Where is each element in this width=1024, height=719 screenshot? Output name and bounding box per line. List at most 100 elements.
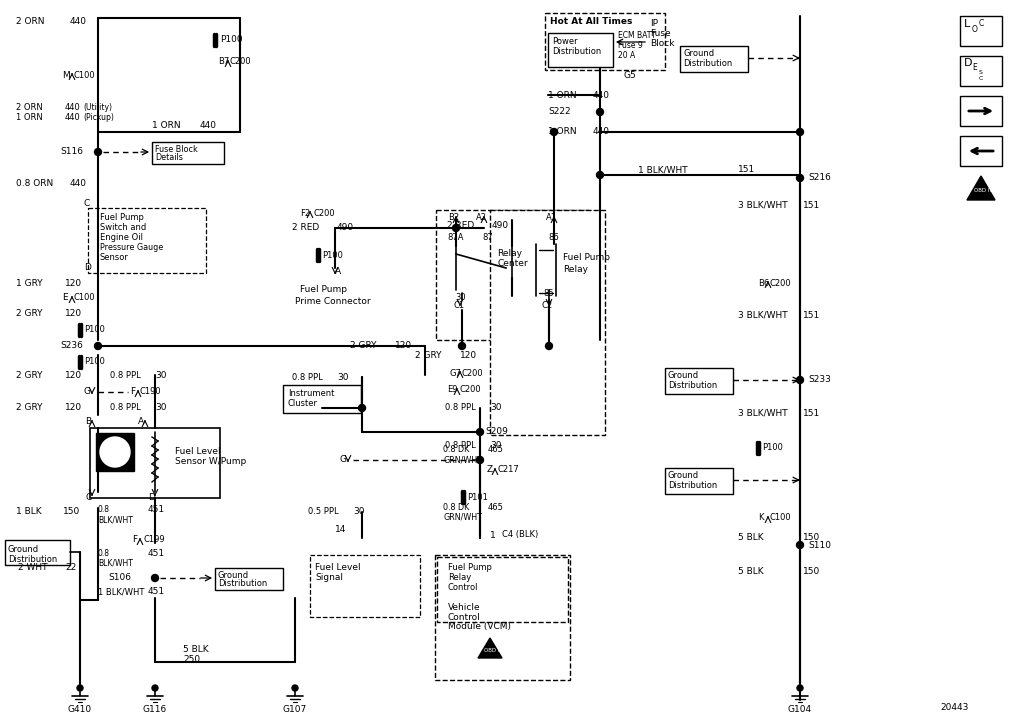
Text: Details: Details xyxy=(155,153,183,162)
Circle shape xyxy=(152,685,158,691)
Text: Pressure Gauge: Pressure Gauge xyxy=(100,244,163,252)
Text: BLK/WHT: BLK/WHT xyxy=(98,516,133,524)
Text: 440: 440 xyxy=(65,104,81,112)
Text: 120: 120 xyxy=(395,342,412,350)
Text: 0.8 PPL: 0.8 PPL xyxy=(445,441,476,449)
Bar xyxy=(152,142,224,164)
Bar xyxy=(435,555,570,680)
Text: 0.8 PPL: 0.8 PPL xyxy=(292,372,323,382)
Text: G116: G116 xyxy=(143,705,167,715)
Text: Power: Power xyxy=(552,37,578,47)
Text: Distribution: Distribution xyxy=(683,58,732,68)
Text: 2 RED: 2 RED xyxy=(292,224,319,232)
Text: 150: 150 xyxy=(803,533,820,543)
Text: A1: A1 xyxy=(546,214,557,222)
Text: C: C xyxy=(979,76,983,81)
Text: 3 BLK/WHT: 3 BLK/WHT xyxy=(738,201,787,209)
Text: G104: G104 xyxy=(787,705,812,715)
Text: 30: 30 xyxy=(155,403,167,413)
Text: G: G xyxy=(84,388,91,396)
Text: 440: 440 xyxy=(65,114,81,122)
Text: Vehicle: Vehicle xyxy=(449,603,480,611)
Text: Distribution: Distribution xyxy=(552,47,601,57)
Text: 5 BLK: 5 BLK xyxy=(738,533,764,543)
Bar xyxy=(665,368,733,394)
Text: 440: 440 xyxy=(593,127,610,137)
Text: S106: S106 xyxy=(108,574,131,582)
Bar xyxy=(96,433,134,471)
Text: 440: 440 xyxy=(593,91,610,99)
Text: 30: 30 xyxy=(353,508,365,516)
Text: M: M xyxy=(62,70,70,80)
Text: 0.8 PPL: 0.8 PPL xyxy=(110,370,140,380)
Circle shape xyxy=(597,172,603,178)
Text: L: L xyxy=(964,19,971,29)
Text: G: G xyxy=(340,456,347,464)
Text: ECM BATT: ECM BATT xyxy=(618,32,656,40)
Circle shape xyxy=(94,342,101,349)
Text: D: D xyxy=(84,263,91,273)
Text: A2: A2 xyxy=(476,214,487,222)
Text: 30: 30 xyxy=(155,370,167,380)
Text: C200: C200 xyxy=(459,385,480,395)
Text: 440: 440 xyxy=(70,178,87,188)
Text: 14: 14 xyxy=(335,526,346,534)
Text: P101: P101 xyxy=(467,493,487,501)
Text: 1 ORN: 1 ORN xyxy=(548,91,577,99)
Text: 120: 120 xyxy=(65,370,82,380)
Text: Fuse Block: Fuse Block xyxy=(155,145,198,155)
Text: C200: C200 xyxy=(230,58,252,66)
Polygon shape xyxy=(967,176,995,200)
Bar xyxy=(961,96,1002,126)
Text: 2 GRY: 2 GRY xyxy=(16,403,43,413)
Text: C: C xyxy=(979,19,984,29)
Text: 30: 30 xyxy=(455,293,466,301)
Text: A: A xyxy=(335,267,341,277)
Text: Switch and: Switch and xyxy=(100,224,146,232)
Text: K: K xyxy=(758,513,764,523)
Circle shape xyxy=(358,405,366,411)
Bar xyxy=(961,16,1002,46)
Text: C190: C190 xyxy=(140,388,162,396)
Circle shape xyxy=(546,342,553,349)
Text: 465: 465 xyxy=(488,503,504,511)
Text: G5: G5 xyxy=(624,71,637,81)
Text: C1: C1 xyxy=(453,301,464,311)
Text: 0.8 PPL: 0.8 PPL xyxy=(110,403,140,413)
Text: 1 ORN: 1 ORN xyxy=(16,114,43,122)
Circle shape xyxy=(94,149,101,155)
Text: S216: S216 xyxy=(808,173,830,183)
Text: B7: B7 xyxy=(218,58,229,66)
Bar xyxy=(545,13,665,70)
Circle shape xyxy=(597,109,603,116)
Text: Fuel Level: Fuel Level xyxy=(175,447,220,457)
Text: P100: P100 xyxy=(220,35,243,45)
Text: C200: C200 xyxy=(770,278,792,288)
Text: Ground: Ground xyxy=(683,50,714,58)
Text: Fuel Pump: Fuel Pump xyxy=(300,285,347,295)
Text: 151: 151 xyxy=(803,201,820,209)
Text: 5 BLK: 5 BLK xyxy=(183,646,209,654)
Text: 250: 250 xyxy=(183,656,200,664)
Circle shape xyxy=(551,129,557,135)
Bar xyxy=(490,210,605,435)
Text: 151: 151 xyxy=(803,408,820,418)
Text: 20 A: 20 A xyxy=(618,52,635,60)
Text: Fuel Pump: Fuel Pump xyxy=(100,214,144,222)
Text: Center: Center xyxy=(497,260,527,268)
Circle shape xyxy=(797,377,804,383)
Text: Relay: Relay xyxy=(497,249,522,257)
Text: Distribution: Distribution xyxy=(668,380,717,390)
Text: B6: B6 xyxy=(758,278,769,288)
Text: 0.8 PPL: 0.8 PPL xyxy=(445,403,476,413)
Text: 87: 87 xyxy=(482,234,493,242)
Text: Fuse: Fuse xyxy=(650,29,671,39)
Text: S116: S116 xyxy=(60,147,83,157)
Text: 490: 490 xyxy=(337,224,354,232)
Text: C2: C2 xyxy=(542,301,553,311)
Text: Block: Block xyxy=(650,40,675,48)
Text: Ground: Ground xyxy=(8,544,39,554)
Text: S236: S236 xyxy=(60,342,83,350)
Text: 1 ORN: 1 ORN xyxy=(548,127,577,137)
Text: 120: 120 xyxy=(65,308,82,318)
